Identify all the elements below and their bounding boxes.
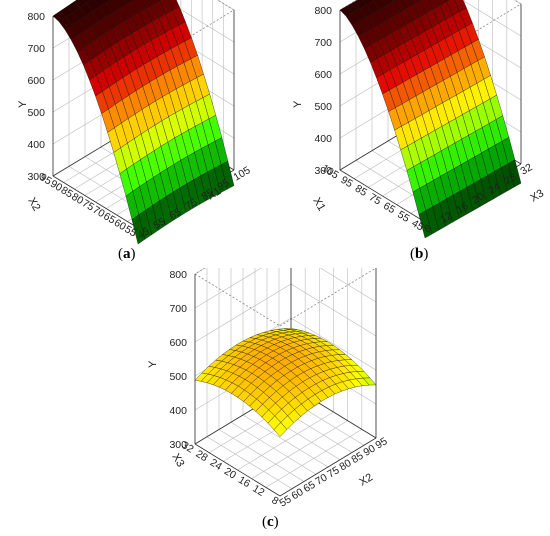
caption-b: (b) bbox=[410, 246, 429, 262]
z-tick-label: 700 bbox=[314, 37, 332, 49]
y-tick-label: 95 bbox=[37, 171, 53, 187]
y-tick-label: 20 bbox=[222, 465, 238, 481]
x-axis-label: X2 bbox=[357, 471, 375, 488]
x-tick-label: 12 bbox=[438, 210, 454, 226]
y-tick-label: 16 bbox=[236, 474, 252, 490]
box-edge-top bbox=[279, 268, 377, 327]
x-tick-label: 20 bbox=[470, 190, 486, 206]
x-tick-label: 55 bbox=[151, 216, 167, 232]
x-tick-label: 32 bbox=[518, 161, 534, 177]
box-edge-top bbox=[339, 0, 358, 11]
surface bbox=[339, 0, 522, 239]
x-tick-label: 85 bbox=[199, 187, 215, 203]
x-tick-label: 60 bbox=[289, 486, 305, 502]
box-edge-top bbox=[194, 273, 281, 327]
x-tick-label: 75 bbox=[183, 196, 199, 212]
surface bbox=[194, 328, 377, 437]
y-tick-label: 85 bbox=[353, 183, 369, 199]
z-tick-label: 300 bbox=[169, 439, 187, 451]
y-tick-label: 32 bbox=[179, 439, 195, 455]
x-tick-label: 70 bbox=[313, 471, 329, 487]
z-tick-label: 400 bbox=[27, 139, 45, 151]
z-tick-label: 300 bbox=[27, 171, 45, 183]
x-tick-label: 45 bbox=[135, 225, 151, 241]
x-tick-label: 24 bbox=[486, 181, 502, 197]
surface-cell bbox=[418, 210, 433, 239]
x-tick-label: 85 bbox=[349, 450, 365, 466]
box-edge-top bbox=[216, 0, 235, 11]
y-tick-label: 8 bbox=[269, 494, 280, 507]
z-tick-label: 300 bbox=[314, 165, 332, 177]
surface-cell bbox=[273, 422, 288, 437]
z-axis-label: Y bbox=[17, 100, 29, 108]
z-tick-label: 700 bbox=[27, 43, 45, 55]
y-axis-label: X2 bbox=[25, 196, 42, 214]
x-tick-label: 95 bbox=[373, 435, 389, 451]
z-tick-label: 500 bbox=[169, 371, 187, 383]
x-tick-label: 28 bbox=[502, 171, 518, 187]
z-axis-label: Y bbox=[292, 100, 304, 108]
x-tick-label: 16 bbox=[454, 200, 470, 216]
z-tick-label: 600 bbox=[314, 69, 332, 81]
caption-a: (a) bbox=[118, 246, 136, 262]
x-tick-label: 105 bbox=[231, 164, 252, 183]
y-tick-label: 95 bbox=[339, 174, 355, 190]
box-edge bbox=[194, 443, 281, 497]
chart-b: 8121620242832455565758595105300400500600… bbox=[292, 0, 546, 239]
wall-gridline-z bbox=[194, 268, 377, 309]
z-tick-label: 800 bbox=[314, 5, 332, 17]
y-tick-label: 70 bbox=[91, 204, 107, 220]
floor-gridline-y bbox=[265, 429, 362, 488]
y-tick-label: 12 bbox=[250, 483, 266, 499]
surface-cell bbox=[131, 214, 146, 245]
x-tick-label: 55 bbox=[277, 493, 293, 509]
y-tick-label: 55 bbox=[122, 223, 138, 239]
y-tick-label: 55 bbox=[395, 209, 411, 225]
x-tick-label: 90 bbox=[361, 442, 377, 458]
y-tick-label: 45 bbox=[409, 217, 425, 233]
z-tick-label: 400 bbox=[169, 405, 187, 417]
floor-gridline-y bbox=[251, 420, 348, 479]
x-axis-label: X3 bbox=[528, 187, 546, 204]
z-tick-label: 800 bbox=[27, 11, 45, 23]
y-tick-label: 65 bbox=[381, 200, 397, 216]
x-tick-label: 75 bbox=[325, 464, 341, 480]
x-tick-label: 65 bbox=[301, 479, 317, 495]
x-tick-label: 95 bbox=[215, 177, 231, 193]
chart-a: 4555657585951055560657075808590953004005… bbox=[17, 0, 253, 245]
z-tick-label: 600 bbox=[169, 337, 187, 349]
z-tick-label: 700 bbox=[169, 303, 187, 315]
z-tick-label: 500 bbox=[314, 101, 332, 113]
y-tick-label: 24 bbox=[208, 457, 224, 473]
z-tick-label: 600 bbox=[27, 75, 45, 87]
floor-gridline-y bbox=[237, 411, 334, 471]
z-axis-label: Y bbox=[147, 360, 159, 368]
box-edge bbox=[339, 169, 426, 223]
x-tick-label: 65 bbox=[167, 206, 183, 222]
caption-c: (c) bbox=[262, 514, 279, 530]
y-axis-label: X1 bbox=[310, 196, 327, 214]
y-tick-label: 75 bbox=[367, 191, 383, 207]
y-tick-label: 28 bbox=[194, 448, 210, 464]
box-edge bbox=[52, 175, 139, 229]
y-tick-label: 80 bbox=[69, 191, 85, 207]
y-tick-label: 85 bbox=[59, 184, 75, 200]
z-tick-label: 500 bbox=[27, 107, 45, 119]
z-tick-label: 800 bbox=[169, 269, 187, 281]
y-tick-label: 60 bbox=[112, 217, 128, 233]
z-tick-label: 400 bbox=[314, 133, 332, 145]
x-tick-label: 8 bbox=[422, 222, 433, 235]
x-tick-label: 80 bbox=[337, 457, 353, 473]
y-tick-label: 90 bbox=[48, 178, 64, 194]
y-axis-label: X3 bbox=[169, 452, 186, 470]
surface bbox=[52, 0, 235, 245]
y-tick-label: 65 bbox=[101, 210, 117, 226]
x-axis-label: X1 bbox=[205, 185, 223, 202]
wall-gridline-z bbox=[194, 268, 376, 275]
y-tick-label: 75 bbox=[80, 197, 96, 213]
box-edge bbox=[279, 437, 377, 497]
